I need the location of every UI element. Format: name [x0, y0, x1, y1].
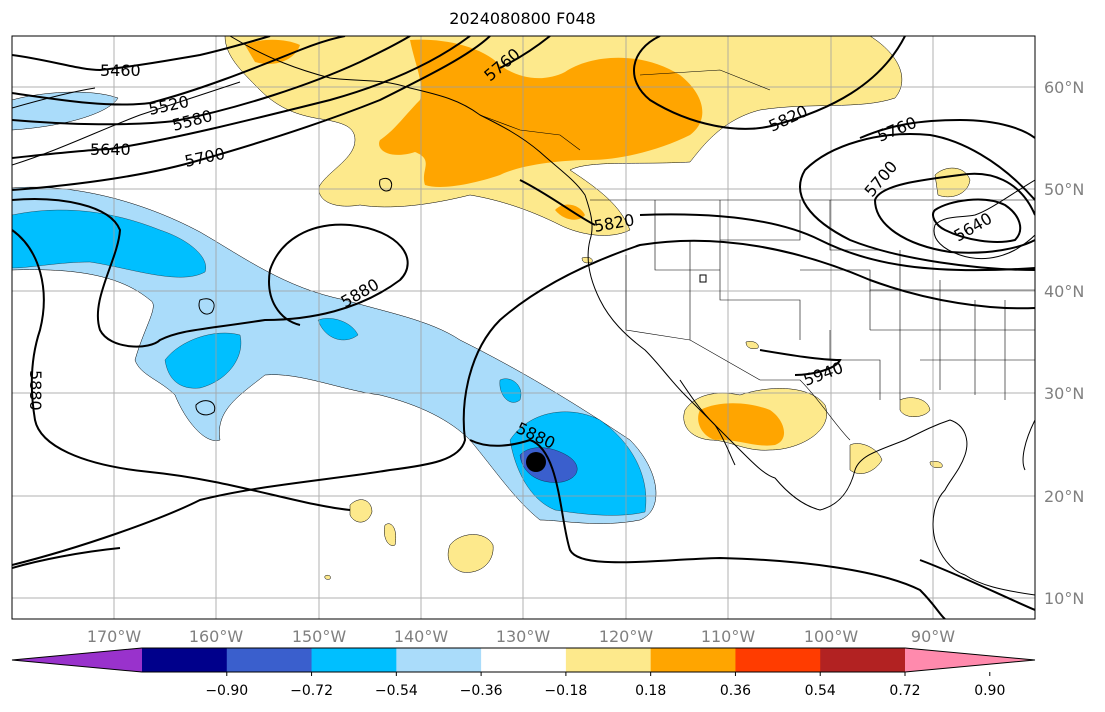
lon-label: 120°W [599, 627, 654, 646]
contour-label-5640: 5640 [90, 140, 131, 159]
lon-label: 100°W [804, 627, 859, 646]
contour-5640 [12, 36, 471, 159]
longitude-labels: 170°W 160°W 150°W 140°W 130°W 120°W 110°… [87, 627, 955, 646]
lon-label: 110°W [701, 627, 756, 646]
lat-label: 60°N [1044, 78, 1084, 97]
lat-label: 20°N [1044, 487, 1084, 506]
contour-5760-east [799, 133, 1035, 271]
lon-label: 130°W [496, 627, 551, 646]
colorbar-segment [311, 648, 397, 672]
contour-5820-east [639, 213, 1035, 272]
lat-label: 10°N [1044, 589, 1084, 608]
lon-label: 160°W [189, 627, 244, 646]
lat-label: 40°N [1044, 282, 1084, 301]
colorbar-tick-label: 0.54 [805, 683, 836, 699]
colorbar-outline [11, 647, 1036, 673]
contour-5760-west [499, 36, 551, 69]
colorbar-tick-label: −0.72 [290, 683, 333, 699]
contour-5640-east [932, 198, 1022, 243]
colorbar-tick-label: 0.18 [635, 683, 666, 699]
colorbar-tick-label: −0.90 [205, 683, 248, 699]
map-plot-area: 5460 5520 5580 5640 5700 5760 5820 5820 … [12, 36, 1035, 619]
contour-5880-far-west [12, 229, 351, 511]
colorbar-tick-label: −0.36 [460, 683, 503, 699]
contour-5880-main [12, 239, 1035, 566]
contour-5760-north [859, 118, 1035, 139]
contour-label-5880-far-west: 5880 [26, 370, 45, 411]
map-title: 2024080800 F048 [449, 9, 596, 28]
contour-5580 [12, 36, 411, 126]
colorbar-extend-high [905, 648, 1035, 672]
contour-5700-east [873, 172, 1035, 254]
colorbar-tick-label: 0.36 [720, 683, 751, 699]
lon-label: 170°W [87, 627, 142, 646]
colorbar-segment [396, 648, 482, 672]
lon-label: 90°W [911, 627, 955, 646]
colorbar [11, 647, 1036, 676]
contour-5820-west [519, 179, 596, 226]
shading-orange [245, 39, 785, 446]
map-frame [11, 35, 1036, 620]
colorbar-segment [565, 648, 652, 672]
colorbar-segment [481, 648, 567, 672]
colorbar-tick-label: −0.18 [544, 683, 587, 699]
colorbar-segment [142, 648, 228, 672]
colorbar-segment [226, 648, 313, 672]
colorbar-tick-labels: −0.90 −0.72 −0.54 −0.36 −0.18 0.18 0.36 0.54 0.7… [205, 683, 1005, 699]
contour-se-curve [919, 559, 1035, 611]
lat-label: 50°N [1044, 180, 1084, 199]
political-borders [479, 69, 1035, 441]
contour-5820-north [633, 36, 906, 130]
lon-label: 150°W [292, 627, 347, 646]
colorbar-segment [820, 648, 906, 672]
colorbar-tick-label: 0.72 [889, 683, 920, 699]
contour-5880-south [469, 438, 946, 619]
storm-center-dot [526, 452, 546, 472]
coastlines [12, 36, 1035, 596]
height-contours [12, 36, 1035, 619]
contour-5880-west [12, 198, 409, 348]
contour-5460 [12, 36, 271, 72]
colorbar-extend-low [12, 648, 142, 672]
colorbar-tick-label: 0.90 [974, 683, 1005, 699]
lat-label: 30°N [1044, 384, 1084, 403]
latitude-labels: 60°N 50°N 40°N 30°N 20°N 10°N [1044, 78, 1084, 608]
contour-south-arc [12, 547, 121, 569]
contour-5520 [12, 36, 346, 106]
colorbar-segment [650, 648, 736, 672]
colorbar-tick-label: −0.54 [375, 683, 418, 699]
contour-5700 [12, 36, 491, 191]
shading-blue [12, 209, 647, 516]
graticule [12, 36, 1035, 619]
contour-5940 [759, 349, 842, 376]
lon-label: 140°W [394, 627, 449, 646]
colorbar-segment [735, 648, 821, 672]
contour-label-5460: 5460 [100, 61, 141, 80]
